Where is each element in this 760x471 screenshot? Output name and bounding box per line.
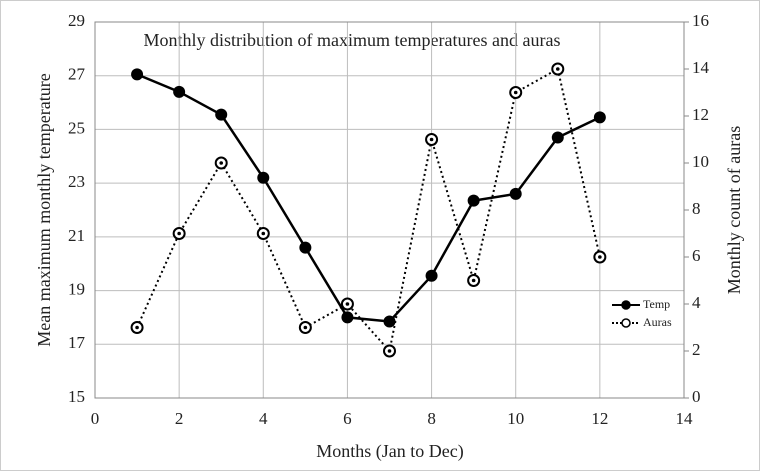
marker-dot (555, 67, 560, 71)
chart-title: Monthly distribution of maximum temperat… (144, 30, 561, 50)
x-tick-label: 8 (427, 409, 436, 428)
y2-tick-label: 0 (692, 387, 701, 406)
marker-dot (219, 161, 224, 165)
y-tick-label: 25 (68, 118, 85, 137)
legend-marker (621, 300, 631, 310)
x-tick-label: 2 (175, 409, 184, 428)
y2-tick-label: 6 (692, 246, 701, 265)
y2-tick-label: 14 (692, 58, 710, 77)
y2-axis-label: Monthly count of auras (724, 126, 744, 294)
x-tick-label: 6 (343, 409, 352, 428)
y-tick-label: 29 (68, 11, 85, 30)
marker-dot (177, 231, 181, 236)
marker (215, 108, 228, 121)
y-tick-label: 15 (68, 387, 85, 406)
legend-label: Auras (643, 315, 672, 329)
marker-dot (261, 231, 266, 236)
marker-dot (387, 349, 392, 353)
y-axis-label: Mean maximum monthly temperature (34, 73, 54, 346)
x-tick-label: 14 (676, 409, 694, 428)
x-tick-label: 0 (91, 409, 100, 428)
marker-dot (429, 137, 434, 142)
marker (173, 85, 186, 98)
plot-border (94, 21, 685, 399)
marker (341, 311, 354, 324)
y-tick-label: 21 (68, 226, 85, 245)
marker (551, 131, 564, 144)
marker-dot (135, 325, 139, 330)
marker-dot (513, 90, 518, 95)
series-line (136, 73, 601, 323)
marker-dot (471, 278, 476, 283)
marker-dot (598, 255, 602, 259)
y2-tick-label: 16 (692, 11, 709, 30)
marker (593, 111, 606, 124)
y-tick-label: 27 (68, 65, 86, 84)
marker-dot (303, 325, 308, 330)
x-tick-label: 4 (259, 409, 268, 428)
marker (257, 171, 270, 184)
legend-label: Temp (643, 297, 670, 311)
y2-tick-label: 8 (692, 199, 701, 218)
series-line (136, 67, 601, 354)
y-tick-label: 23 (68, 172, 85, 191)
y2-tick-label: 4 (692, 293, 701, 312)
y-tick-label: 19 (68, 279, 85, 298)
marker (131, 68, 144, 81)
marker (467, 194, 480, 207)
marker (383, 315, 396, 328)
y2-tick-label: 10 (692, 152, 709, 171)
y-tick-label: 17 (68, 333, 86, 352)
marker (299, 241, 312, 254)
legend-marker (621, 318, 631, 328)
marker-dot (345, 302, 350, 306)
x-axis-label: Months (Jan to Dec) (316, 441, 463, 462)
marker (425, 269, 438, 282)
y2-tick-label: 12 (692, 105, 709, 124)
x-tick-label: 10 (507, 409, 524, 428)
marker (509, 187, 522, 200)
x-tick-label: 12 (591, 409, 608, 428)
y2-tick-label: 2 (692, 340, 701, 359)
